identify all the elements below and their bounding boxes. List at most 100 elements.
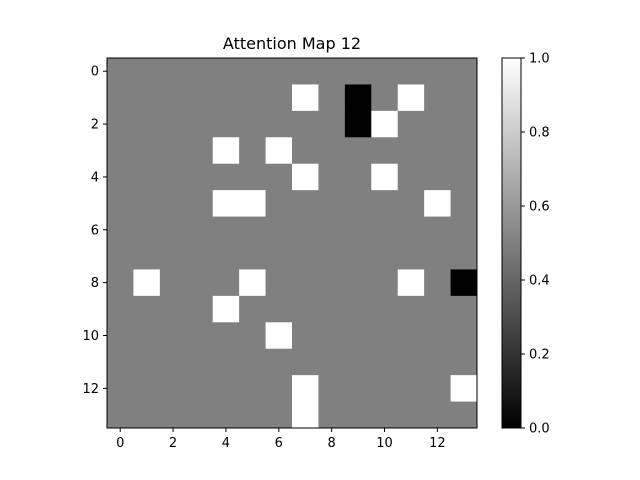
heatmap-cell	[450, 84, 478, 112]
heatmap-cell	[397, 216, 425, 244]
heatmap-cell	[186, 137, 214, 165]
heatmap-cell	[292, 401, 319, 429]
heatmap-cell	[265, 269, 293, 297]
heatmap-cell	[318, 58, 346, 85]
heatmap-cell	[107, 243, 134, 270]
colorbar-tick-label: 0.4	[529, 274, 550, 289]
heatmap-cell	[318, 375, 346, 402]
x-tick-label: 8	[328, 436, 336, 451]
heatmap-cell	[424, 243, 451, 270]
heatmap-cell	[186, 163, 214, 191]
heatmap-cell	[265, 322, 293, 350]
heatmap-cell	[212, 163, 240, 191]
heatmap-cell	[318, 163, 346, 191]
heatmap-cell	[212, 375, 240, 402]
heatmap-cell	[450, 137, 478, 165]
heatmap-cell	[159, 84, 187, 112]
heatmap-cell	[397, 295, 425, 323]
heatmap-cell	[212, 190, 240, 217]
heatmap-cell	[212, 216, 240, 244]
heatmap-cell	[212, 137, 240, 165]
heatmap-cell	[212, 58, 240, 85]
x-tick-label: 10	[376, 436, 393, 451]
heatmap-cell	[344, 243, 372, 270]
heatmap-cell	[159, 243, 187, 270]
heatmap-cell	[292, 243, 319, 270]
heatmap-cell	[344, 84, 372, 112]
y-tick-label: 0	[91, 65, 99, 80]
heatmap-cell	[107, 58, 134, 85]
heatmap-cell	[318, 348, 346, 376]
heatmap-cell	[159, 110, 187, 138]
heatmap-cell	[186, 322, 214, 350]
heatmap-cell	[159, 58, 187, 85]
heatmap-cell	[265, 58, 293, 85]
heatmap-cell	[133, 137, 161, 165]
heatmap-cell	[239, 58, 266, 85]
heatmap-cell	[159, 137, 187, 165]
heatmap-cell	[371, 243, 399, 270]
heatmap-cell	[239, 137, 266, 165]
heatmap-cell	[450, 348, 478, 376]
colorbar	[501, 57, 522, 429]
heatmap-cell	[159, 401, 187, 429]
heatmap-cell	[450, 401, 478, 429]
chart-title: Attention Map 12	[223, 34, 361, 53]
heatmap-cell	[397, 163, 425, 191]
heatmap-cell	[133, 243, 161, 270]
heatmap-cell	[450, 190, 478, 217]
heatmap-cell	[265, 84, 293, 112]
heatmap-cell	[292, 216, 319, 244]
heatmap-cell	[265, 216, 293, 244]
heatmap-cell	[450, 295, 478, 323]
heatmap-cell	[424, 190, 451, 217]
y-tick-label: 6	[91, 223, 99, 238]
heatmap-cell	[450, 269, 478, 297]
heatmap-cell	[292, 58, 319, 85]
heatmap-cell	[450, 322, 478, 350]
heatmap-cell	[292, 110, 319, 138]
heatmap-cell	[397, 84, 425, 112]
heatmap-cell	[424, 110, 451, 138]
heatmap-cell	[344, 190, 372, 217]
heatmap-cell	[344, 375, 372, 402]
heatmap-cell	[397, 110, 425, 138]
heatmap-cell	[107, 137, 134, 165]
y-tick-label: 8	[91, 276, 99, 291]
heatmap-cell	[265, 348, 293, 376]
heatmap-cells	[107, 58, 478, 429]
x-tick-label: 2	[169, 436, 177, 451]
heatmap-cell	[371, 269, 399, 297]
heatmap-cell	[159, 190, 187, 217]
colorbar-tick-label: 0.6	[529, 200, 550, 215]
heatmap-cell	[107, 401, 134, 429]
heatmap-cell	[318, 216, 346, 244]
heatmap-cell	[397, 243, 425, 270]
heatmap-cell	[371, 375, 399, 402]
heatmap-cell	[424, 84, 451, 112]
heatmap-cell	[450, 216, 478, 244]
heatmap-cell	[265, 295, 293, 323]
heatmap-cell	[424, 401, 451, 429]
y-tick-label: 10	[82, 329, 99, 344]
heatmap-cell	[107, 110, 134, 138]
heatmap-cell	[318, 322, 346, 350]
heatmap-cell	[159, 163, 187, 191]
heatmap-cell	[292, 269, 319, 297]
heatmap-cell	[292, 163, 319, 191]
heatmap-cell	[159, 295, 187, 323]
heatmap-cell	[212, 322, 240, 350]
heatmap-cell	[371, 401, 399, 429]
heatmap-cell	[239, 401, 266, 429]
heatmap-cell	[292, 375, 319, 402]
heatmap-cell	[159, 322, 187, 350]
heatmap-cell	[371, 348, 399, 376]
heatmap-cell	[133, 190, 161, 217]
heatmap-cell	[186, 190, 214, 217]
y-axis: 0 2 4 6 8 10 12	[82, 65, 107, 397]
heatmap-cell	[133, 216, 161, 244]
heatmap-cell	[397, 58, 425, 85]
y-tick-label: 12	[82, 382, 99, 397]
heatmap-cell	[397, 269, 425, 297]
colorbar-tick-label: 0.0	[529, 422, 550, 437]
